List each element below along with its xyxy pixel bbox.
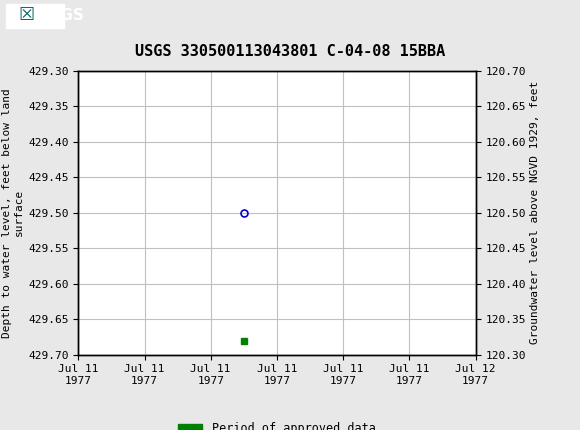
Legend: Period of approved data: Period of approved data xyxy=(174,417,380,430)
Text: USGS 330500113043801 C-04-08 15BBA: USGS 330500113043801 C-04-08 15BBA xyxy=(135,44,445,59)
Text: ☒: ☒ xyxy=(19,6,35,25)
Text: USGS: USGS xyxy=(38,8,85,23)
Y-axis label: Depth to water level, feet below land
surface: Depth to water level, feet below land su… xyxy=(2,88,24,338)
FancyBboxPatch shape xyxy=(6,4,64,28)
Y-axis label: Groundwater level above NGVD 1929, feet: Groundwater level above NGVD 1929, feet xyxy=(530,81,540,344)
